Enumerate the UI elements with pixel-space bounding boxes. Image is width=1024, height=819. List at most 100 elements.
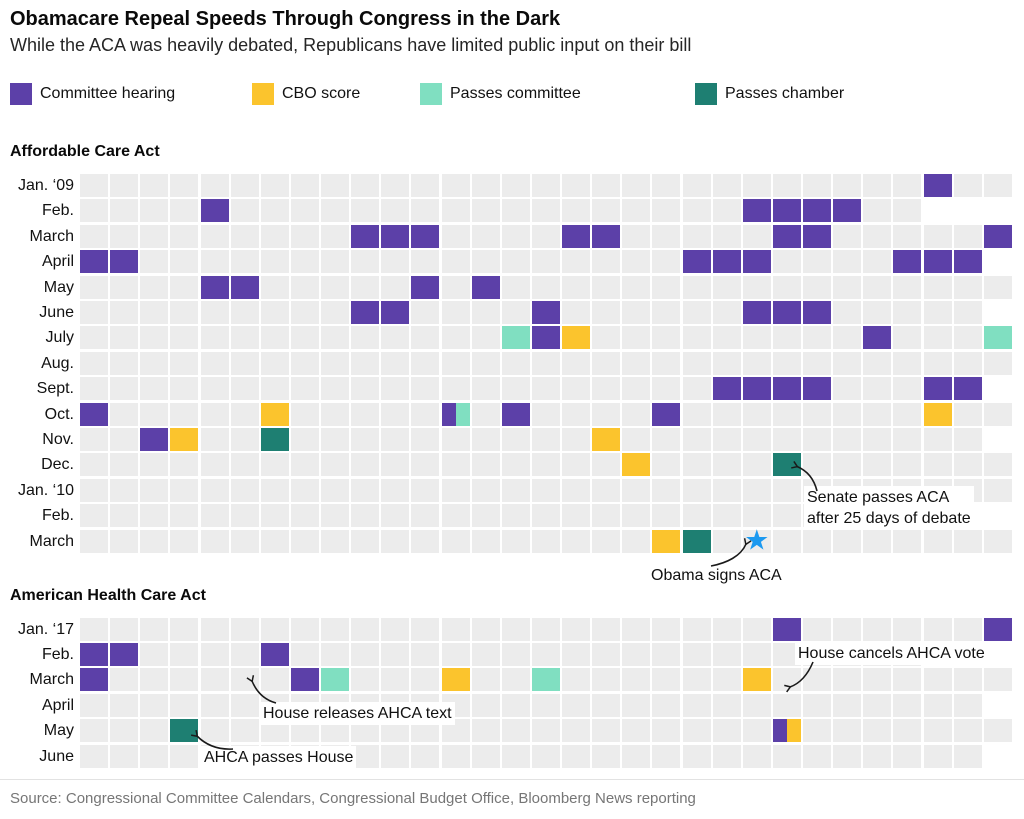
day-cell — [803, 693, 832, 717]
day-cell — [893, 744, 922, 768]
day-cell — [200, 668, 229, 692]
day-cell — [230, 402, 259, 426]
day-cell — [863, 301, 892, 324]
day-cell — [592, 744, 621, 768]
day-cell — [471, 199, 500, 223]
day-cell — [381, 642, 410, 666]
day-cell — [140, 504, 169, 528]
day-cell — [471, 377, 500, 401]
day-cell — [803, 453, 832, 477]
day-cell — [80, 504, 108, 528]
day-cell — [983, 529, 1012, 553]
annotation-line: House releases AHCA text — [263, 705, 452, 722]
event-hearing — [80, 402, 108, 426]
day-cell — [471, 453, 500, 477]
event-hearing — [742, 301, 771, 324]
day-cell — [833, 351, 862, 375]
day-cell — [290, 199, 319, 223]
day-cell — [381, 744, 410, 768]
event-hearing — [381, 301, 410, 324]
day-cell — [471, 642, 500, 666]
day-cell — [501, 744, 530, 768]
day-cell — [351, 377, 380, 401]
day-cell — [712, 478, 741, 502]
day-cell — [712, 428, 741, 451]
day-cell — [712, 351, 741, 375]
day-cell — [803, 428, 832, 451]
event-hearing — [953, 377, 982, 401]
event-hearing — [200, 199, 229, 223]
day-cell — [290, 301, 319, 324]
day-cell — [923, 529, 952, 553]
day-cell — [953, 326, 982, 350]
day-cell — [562, 478, 591, 502]
day-cell — [622, 642, 651, 666]
day-cell — [772, 174, 801, 197]
day-cell — [290, 617, 319, 641]
day-cell — [742, 719, 771, 743]
day-cell — [833, 326, 862, 350]
day-cell — [712, 199, 741, 223]
row-label: March — [29, 671, 74, 689]
day-cell — [833, 617, 862, 641]
day-cell — [652, 719, 681, 743]
day-cell — [200, 326, 229, 350]
day-cell — [682, 719, 711, 743]
day-cell — [501, 719, 530, 743]
day-cell — [381, 326, 410, 350]
day-cell — [230, 617, 259, 641]
day-cell — [411, 668, 440, 692]
day-cell — [471, 668, 500, 692]
day-cell — [471, 529, 500, 553]
event-hearing — [803, 224, 832, 248]
day-cell — [80, 744, 108, 768]
day-cell — [833, 693, 862, 717]
day-cell — [893, 351, 922, 375]
day-cell — [742, 617, 771, 641]
day-cell — [893, 174, 922, 197]
day-cell — [200, 224, 229, 248]
day-cell — [531, 453, 560, 477]
day-cell — [110, 617, 139, 641]
day-cell — [803, 617, 832, 641]
day-cell — [501, 250, 530, 274]
day-cell — [351, 250, 380, 274]
day-cell — [140, 529, 169, 553]
row-label: April — [41, 253, 74, 271]
day-cell — [140, 301, 169, 324]
day-cell — [230, 719, 259, 743]
day-cell — [833, 377, 862, 401]
day-cell — [923, 668, 952, 692]
day-cell — [290, 174, 319, 197]
annotation-senate-passes-aca: Senate passes ACA after 25 days of debate — [804, 486, 974, 530]
day-cell — [712, 617, 741, 641]
day-cell — [110, 478, 139, 502]
day-cell — [230, 224, 259, 248]
day-cell — [562, 529, 591, 553]
day-cell — [592, 693, 621, 717]
day-cell — [321, 199, 350, 223]
day-cell — [531, 250, 560, 274]
day-cell — [200, 174, 229, 197]
day-cell — [803, 174, 832, 197]
day-cell — [562, 719, 591, 743]
day-cell — [712, 224, 741, 248]
event-hearing — [562, 224, 591, 248]
day-cell — [772, 326, 801, 350]
day-cell — [230, 377, 259, 401]
day-cell — [682, 402, 711, 426]
day-cell — [983, 719, 1012, 743]
event-chamber — [772, 453, 801, 477]
day-cell — [772, 351, 801, 375]
day-cell — [742, 402, 771, 426]
day-cell — [170, 351, 199, 375]
event-hearing — [983, 224, 1012, 248]
day-cell — [953, 301, 982, 324]
day-cell — [501, 642, 530, 666]
day-cell — [742, 428, 771, 451]
day-cell — [411, 250, 440, 274]
day-cell — [592, 301, 621, 324]
day-cell — [592, 617, 621, 641]
day-cell — [80, 529, 108, 553]
day-cell — [351, 504, 380, 528]
